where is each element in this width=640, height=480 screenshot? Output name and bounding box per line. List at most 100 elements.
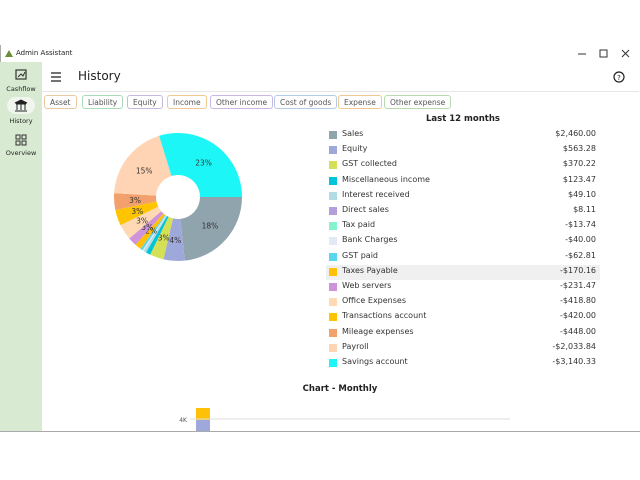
legend-amount: -$418.80 bbox=[560, 296, 596, 306]
legend-swatch bbox=[329, 222, 337, 231]
legend-label: Miscellaneous income bbox=[342, 174, 430, 184]
donut-slice bbox=[115, 201, 159, 226]
donut-slice bbox=[159, 133, 242, 197]
legend-label: Bank Charges bbox=[342, 235, 398, 245]
legend-label: GST paid bbox=[342, 250, 378, 260]
donut-slice bbox=[150, 216, 174, 260]
legend-amount: -$13.74 bbox=[565, 220, 596, 230]
legend-swatch bbox=[329, 328, 337, 337]
bar-segment bbox=[196, 408, 210, 420]
slice-label: 3% bbox=[129, 196, 141, 205]
legend-label: Office Expenses bbox=[342, 296, 407, 306]
legend-amount: -$231.47 bbox=[560, 281, 596, 290]
donut-slice bbox=[135, 213, 166, 249]
app-icon bbox=[5, 50, 13, 57]
donut-slice bbox=[129, 211, 164, 245]
legend-swatch bbox=[329, 313, 337, 322]
legend-swatch bbox=[329, 176, 337, 185]
legend-title: Last 12 months bbox=[426, 114, 500, 124]
donut-slice bbox=[142, 215, 167, 252]
legend-swatch bbox=[329, 252, 337, 261]
donut-slice bbox=[143, 215, 167, 252]
nav-item[interactable]: Overview bbox=[5, 149, 37, 157]
legend-row: Equity $563.28 bbox=[326, 143, 600, 158]
legend-row: Miscellaneous income $123.47 bbox=[326, 174, 600, 189]
legend-label: GST collected bbox=[342, 159, 397, 169]
legend-swatch bbox=[329, 298, 337, 307]
nav-item[interactable]: History bbox=[9, 117, 33, 125]
filter-chip[interactable]: Liability bbox=[82, 95, 124, 109]
legend-amount: $49.10 bbox=[568, 189, 596, 199]
legend-label: Direct sales bbox=[342, 205, 389, 214]
filter-chip[interactable]: Other expense bbox=[384, 95, 452, 109]
slice-label: 4% bbox=[169, 236, 181, 245]
donut-chart: 18%4%3%2%3%3%3%3%15%23% bbox=[114, 133, 242, 261]
legend-swatch bbox=[329, 207, 337, 215]
legend-row: Savings account -$3,140.33 bbox=[326, 356, 600, 371]
donut-slice bbox=[180, 197, 242, 261]
legend-swatch bbox=[329, 161, 337, 170]
slice-label: 3% bbox=[158, 234, 170, 243]
slice-label: 15% bbox=[136, 166, 153, 175]
slice-label: 23% bbox=[195, 158, 212, 167]
svg-text:?: ? bbox=[617, 74, 621, 82]
legend-row: Interest received $49.10 bbox=[326, 189, 600, 204]
legend-label: Taxes Payable bbox=[342, 265, 398, 275]
legend-row: GST collected $370.22 bbox=[326, 158, 600, 173]
legend-label: Savings account bbox=[342, 357, 408, 366]
legend-row: Office Expenses -$418.80 bbox=[326, 295, 600, 310]
legend-swatch bbox=[329, 343, 337, 352]
nav-item[interactable]: Cashflow bbox=[6, 85, 36, 93]
legend-row: Direct sales $8.11 bbox=[326, 204, 600, 219]
legend-amount: -$170.16 bbox=[560, 265, 596, 275]
legend-row: Taxes Payable -$170.16 bbox=[326, 264, 600, 280]
donut-slice bbox=[144, 215, 168, 253]
donut-slice bbox=[146, 216, 169, 255]
filter-chip[interactable]: Income bbox=[167, 95, 207, 109]
legend-amount: $8.11 bbox=[573, 205, 596, 214]
slice-label: 18% bbox=[202, 222, 219, 231]
sidebar bbox=[0, 62, 42, 431]
donut-slice bbox=[114, 135, 172, 196]
donut-slice bbox=[140, 214, 166, 251]
bar-segment bbox=[196, 420, 210, 431]
filter-chip[interactable]: Other income bbox=[210, 95, 274, 109]
legend-row: Web servers -$231.47 bbox=[326, 280, 600, 295]
donut-slice bbox=[120, 206, 162, 239]
monthly-chart-title: Chart - Monthly bbox=[302, 384, 378, 394]
legend-amount: $563.28 bbox=[562, 144, 596, 154]
legend-amount: -$40.00 bbox=[565, 235, 596, 245]
legend-label: Sales bbox=[342, 129, 364, 138]
legend-amount: -$3,140.33 bbox=[552, 357, 596, 366]
legend-row: Transactions account -$420.00 bbox=[326, 310, 600, 325]
page-title: History bbox=[78, 69, 121, 83]
donut-slice bbox=[114, 193, 157, 211]
legend-amount: -$420.00 bbox=[560, 311, 596, 321]
legend-swatch bbox=[329, 359, 337, 367]
legend-label: Payroll bbox=[342, 341, 369, 351]
window-title: Admin Assistant bbox=[16, 49, 73, 57]
donut-slice bbox=[163, 218, 185, 261]
legend-label: Mileage expenses bbox=[342, 326, 414, 336]
legend-amount: -$62.81 bbox=[565, 250, 596, 260]
window-controls[interactable] bbox=[575, 48, 635, 60]
slice-label: 2% bbox=[145, 227, 157, 236]
filter-chip[interactable]: Expense bbox=[338, 95, 382, 109]
filter-chip[interactable]: Equity bbox=[127, 95, 163, 109]
legend-amount: $370.22 bbox=[562, 159, 596, 169]
legend-amount: $2,460.00 bbox=[555, 129, 596, 138]
filter-chip[interactable]: Cost of goods bbox=[274, 95, 338, 109]
legend-row: GST paid -$62.81 bbox=[326, 250, 600, 265]
help-button[interactable]: ? bbox=[613, 71, 625, 83]
y-tick-label: 4K bbox=[179, 417, 188, 424]
legend-swatch bbox=[329, 283, 337, 291]
filter-chip[interactable]: Asset bbox=[44, 95, 77, 109]
donut-slice bbox=[144, 215, 167, 252]
slice-label: 3% bbox=[141, 223, 153, 232]
divider bbox=[42, 91, 639, 92]
legend-label: Tax paid bbox=[342, 220, 376, 230]
legend-amount: $123.47 bbox=[562, 174, 596, 184]
legend-swatch bbox=[329, 131, 337, 139]
menu-button[interactable] bbox=[50, 71, 62, 83]
